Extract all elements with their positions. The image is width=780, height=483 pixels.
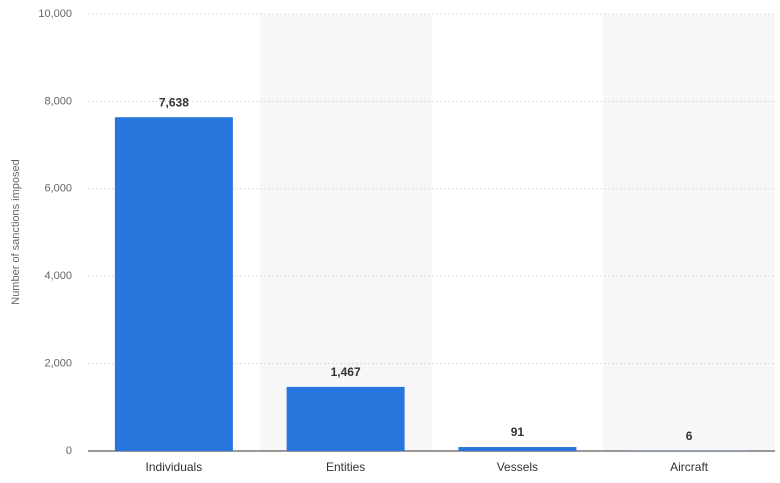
bar <box>458 447 577 451</box>
y-tick-label: 10,000 <box>38 8 72 20</box>
category-band <box>259 14 432 451</box>
value-label: 7,638 <box>159 95 189 109</box>
band-layer <box>259 14 775 451</box>
value-label: 1,467 <box>331 365 361 379</box>
y-tick-label: 0 <box>66 445 72 457</box>
x-tick-label: Entities <box>326 460 365 474</box>
x-tick-label: Vessels <box>497 460 538 474</box>
y-tick-label: 2,000 <box>44 358 72 370</box>
category-band <box>603 14 775 451</box>
value-label: 6 <box>686 429 693 443</box>
x-tick-label: Individuals <box>146 460 203 474</box>
y-tick-label: 4,000 <box>44 270 72 282</box>
y-tick-label: 6,000 <box>44 183 72 195</box>
bar <box>114 117 233 452</box>
x-tick-label: Aircraft <box>670 460 709 474</box>
y-axis-label: Number of sanctions imposed <box>10 159 22 305</box>
value-label: 91 <box>511 425 525 439</box>
bar <box>286 386 405 451</box>
y-tick-label: 8,000 <box>44 95 72 107</box>
